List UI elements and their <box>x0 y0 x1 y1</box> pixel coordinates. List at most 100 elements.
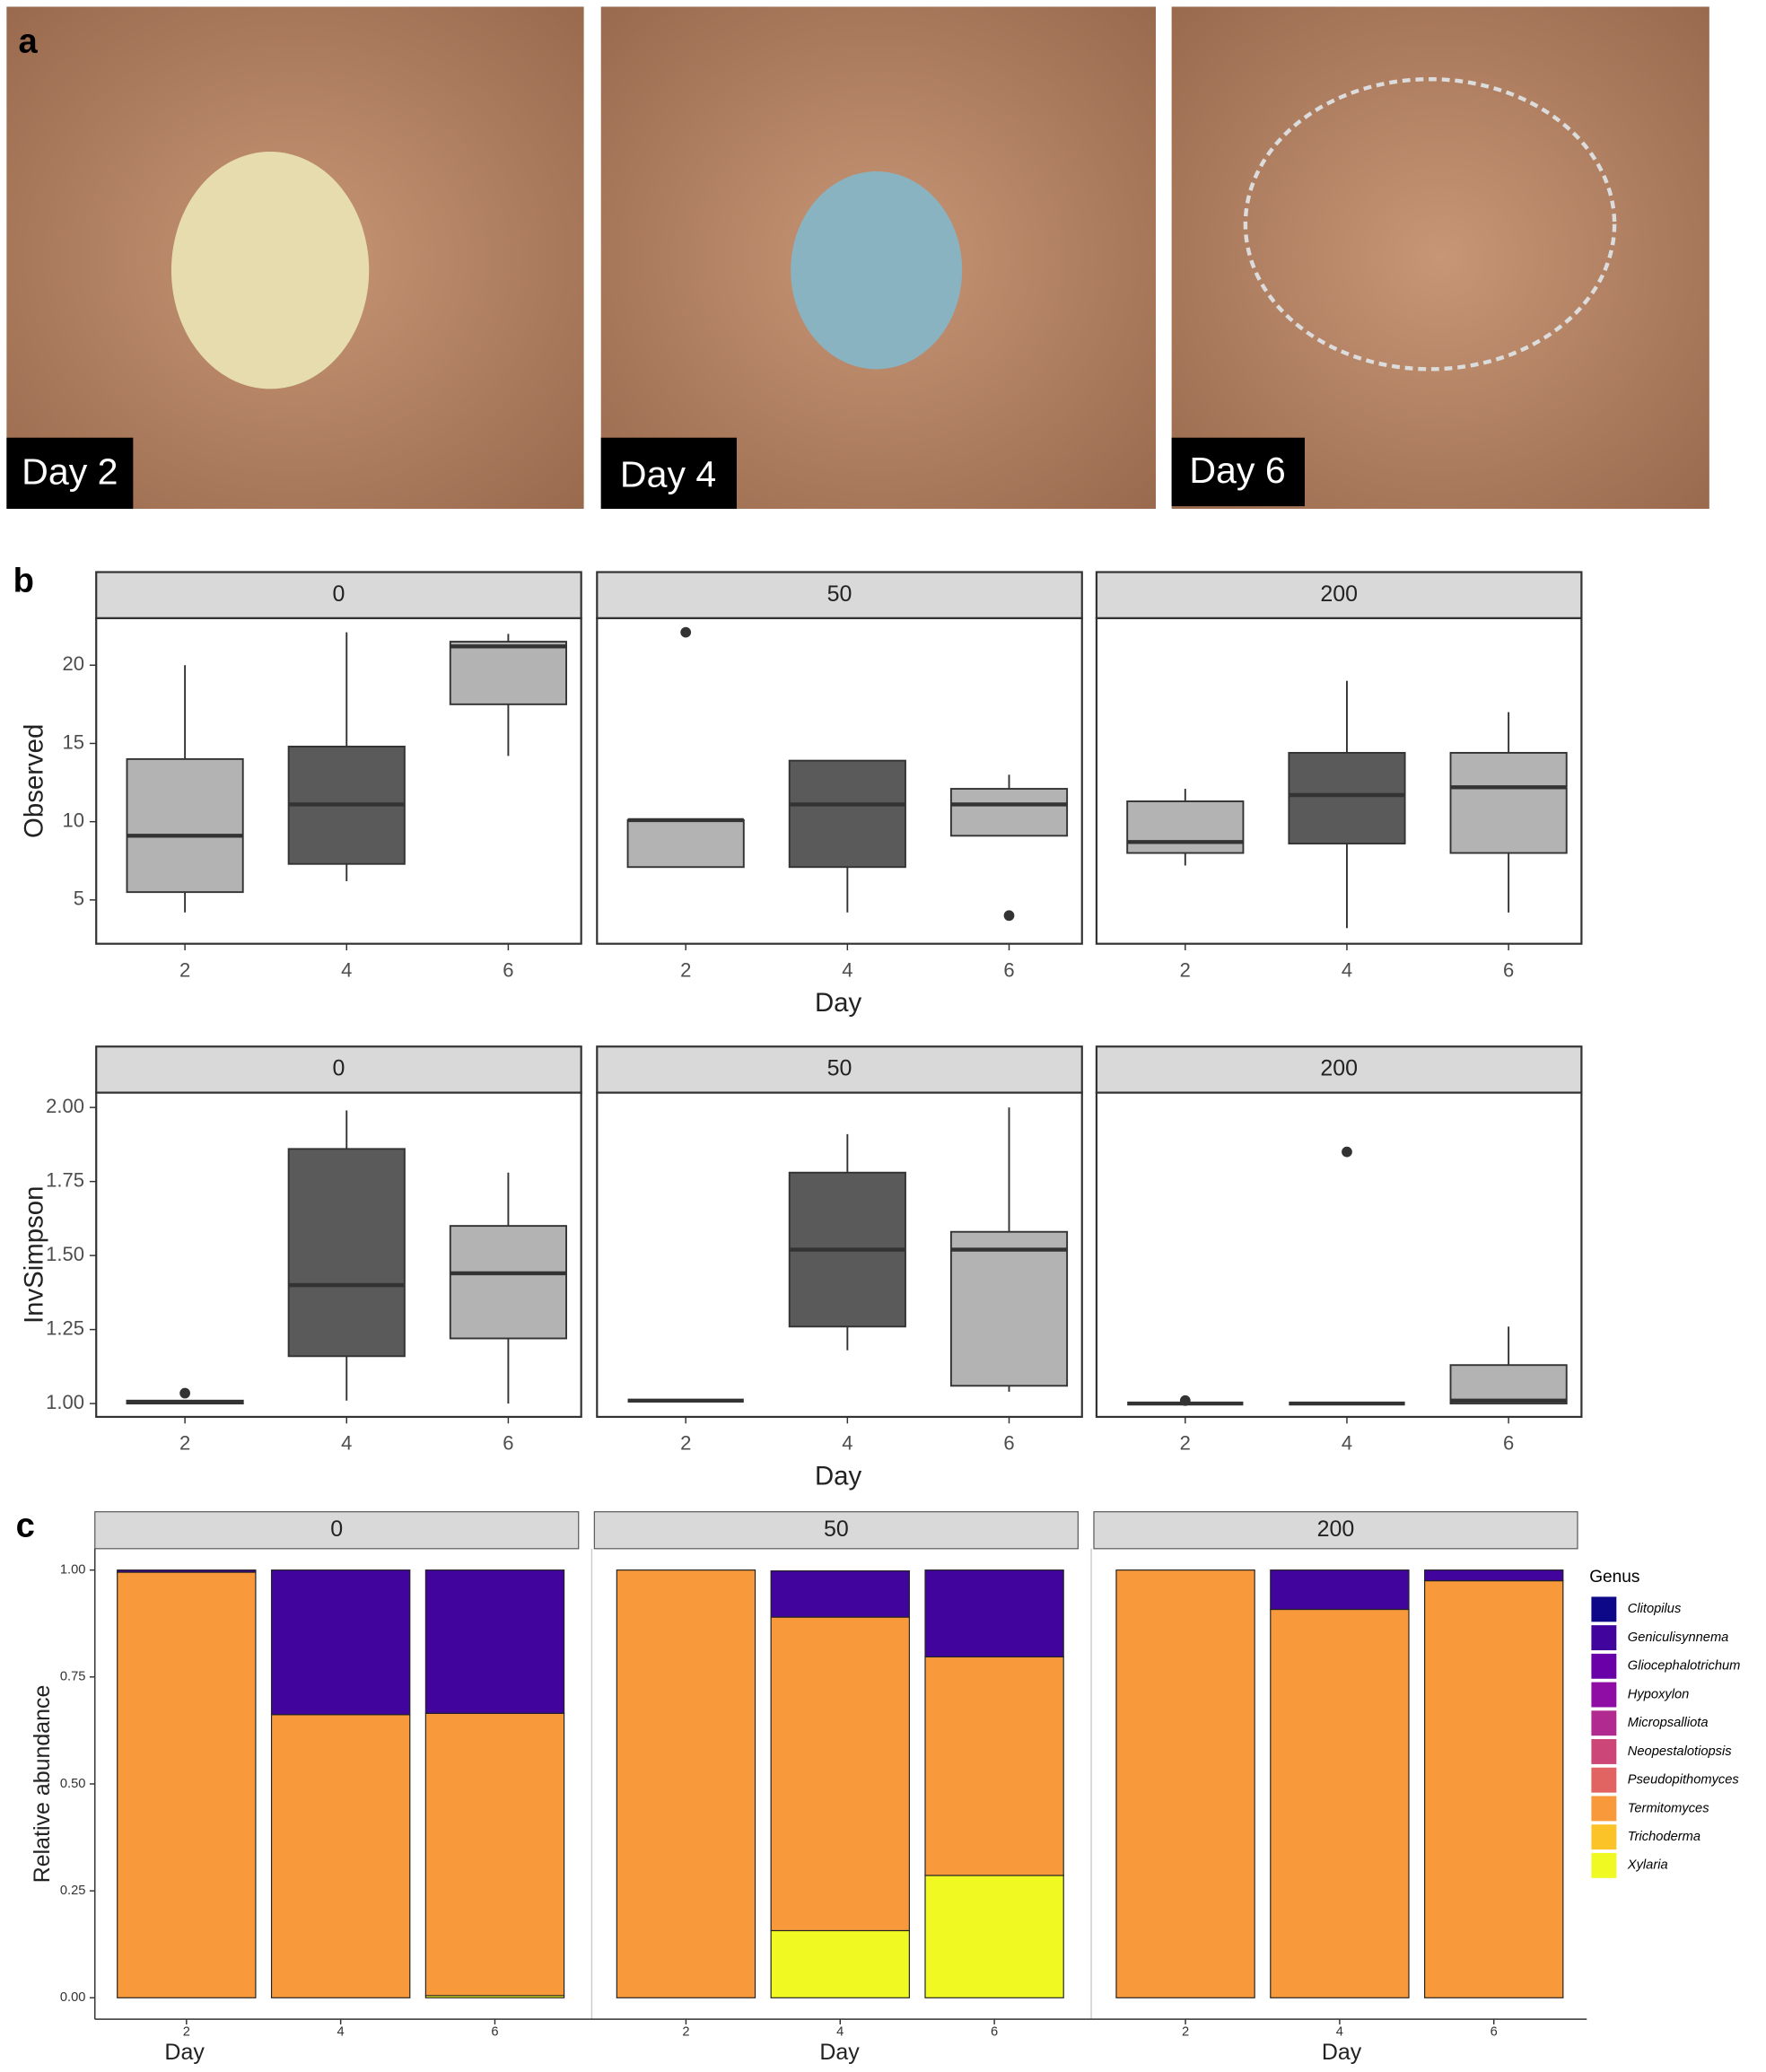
bar-segment <box>270 1714 411 1998</box>
x-tick-label: 6 <box>1503 958 1514 981</box>
legend-swatch <box>1589 1681 1618 1709</box>
y-tick-label: 1.25 <box>46 1316 84 1339</box>
x-tick-label: 6 <box>1003 958 1014 981</box>
outlier <box>680 626 692 638</box>
x-tick-label: 6 <box>1491 2025 1498 2040</box>
x-tick-label: 2 <box>682 2025 689 2040</box>
bar-segment <box>1115 1569 1255 1998</box>
x-tick-label: 4 <box>337 2025 345 2040</box>
box <box>449 1225 567 1340</box>
facet-label: 200 <box>1320 581 1358 607</box>
y-tick-label: 0.00 <box>60 1990 86 2005</box>
box <box>949 1230 1069 1387</box>
outlier <box>179 1387 190 1399</box>
box <box>626 818 745 869</box>
x-axis-title: Day <box>819 2040 860 2065</box>
x-tick-label: 2 <box>680 1432 691 1455</box>
facet-label: 200 <box>1320 1056 1358 1081</box>
box <box>1449 1364 1568 1405</box>
x-tick-label: 2 <box>680 958 691 981</box>
legend-label: Trichoderma <box>1628 1830 1700 1844</box>
photo-object <box>170 152 370 389</box>
y-tick-label: 20 <box>62 652 84 675</box>
legend-swatch <box>1589 1766 1618 1795</box>
y-axis-title: Relative abundance <box>30 1685 55 1884</box>
legend-swatch <box>1589 1851 1618 1880</box>
legend-label: Xylaria <box>1627 1858 1668 1873</box>
bar-segment <box>270 1569 411 1716</box>
x-axis-title: Day <box>815 1461 862 1491</box>
box <box>788 759 906 869</box>
bar-segment <box>924 1569 1064 1657</box>
y-tick-label: 0.25 <box>60 1884 86 1898</box>
facet-strip <box>1093 1511 1578 1550</box>
bar-segment <box>924 1875 1064 1998</box>
y-tick-label: 0.50 <box>60 1777 86 1791</box>
photo-panel: Day 2 Day 4 Day 6 a <box>6 6 1709 510</box>
caption-box <box>6 437 134 510</box>
y-tick-label: 5 <box>74 887 84 910</box>
caption-box <box>600 437 737 510</box>
x-tick-label: 4 <box>341 958 352 981</box>
facet-strip <box>1095 1045 1583 1094</box>
x-tick-label: 6 <box>503 958 513 981</box>
box <box>1449 751 1568 854</box>
facet-strip <box>596 571 1083 620</box>
legend-label: Termitomyces <box>1628 1801 1709 1815</box>
x-tick-label: 6 <box>491 2025 498 2040</box>
y-tick-label: 0.75 <box>60 1670 86 1684</box>
panel-label: c <box>16 1506 35 1544</box>
legend-swatch <box>1589 1709 1618 1737</box>
legend-title: Genus <box>1589 1568 1639 1587</box>
x-tick-label: 4 <box>341 1432 352 1455</box>
legend-label: Clitopilus <box>1628 1602 1682 1616</box>
box <box>126 757 244 894</box>
facet-strip <box>95 1045 582 1094</box>
x-tick-label: 2 <box>1180 1432 1191 1455</box>
facet-label: 50 <box>827 581 852 607</box>
outlier <box>1003 910 1015 922</box>
panel-label: b <box>13 561 34 599</box>
facet-label: 200 <box>1317 1517 1355 1542</box>
legend-label: Hypoxylon <box>1628 1687 1690 1701</box>
y-tick-label: 15 <box>62 730 84 753</box>
bar-segment <box>117 1571 257 1998</box>
legend-swatch <box>1589 1652 1618 1681</box>
facet-strip <box>1095 571 1583 620</box>
y-tick-label: 10 <box>62 809 84 831</box>
box <box>1288 751 1406 845</box>
caption-box <box>1171 437 1305 507</box>
legend-label: Geniculisynnema <box>1628 1630 1729 1645</box>
facet-label: 0 <box>332 1056 345 1081</box>
photo-caption: Day 6 <box>1189 450 1285 491</box>
bar-segment <box>1270 1608 1410 1998</box>
bar-segment <box>770 1616 910 1932</box>
bar-segment <box>770 1570 910 1618</box>
x-tick-label: 6 <box>503 1432 513 1455</box>
photo-caption: Day 2 <box>22 451 118 493</box>
box <box>949 788 1069 837</box>
box <box>449 641 567 705</box>
bar-segment <box>1424 1579 1564 1998</box>
box <box>287 1148 406 1358</box>
photo <box>1171 6 1709 510</box>
outlier <box>1342 1146 1352 1158</box>
y-tick-label: 2.00 <box>46 1095 84 1117</box>
bar-segment <box>616 1569 756 1998</box>
x-tick-label: 4 <box>842 1432 852 1455</box>
facet-strip <box>94 1511 580 1550</box>
x-tick-label: 6 <box>1503 1432 1514 1455</box>
x-tick-label: 2 <box>1180 958 1191 981</box>
legend-swatch <box>1589 1595 1618 1623</box>
x-tick-label: 6 <box>991 2025 998 2040</box>
x-axis-title: Day <box>1322 2040 1362 2065</box>
y-tick-label: 1.00 <box>46 1391 84 1413</box>
photo-caption: Day 4 <box>620 454 716 495</box>
facet-label: 0 <box>330 1517 343 1542</box>
legend-label: Neopestalotiopsis <box>1628 1744 1732 1759</box>
legend-swatch <box>1589 1823 1618 1851</box>
facet-panel <box>1095 1091 1583 1419</box>
bar-segment <box>424 1569 565 1714</box>
x-tick-label: 4 <box>836 2025 844 2040</box>
